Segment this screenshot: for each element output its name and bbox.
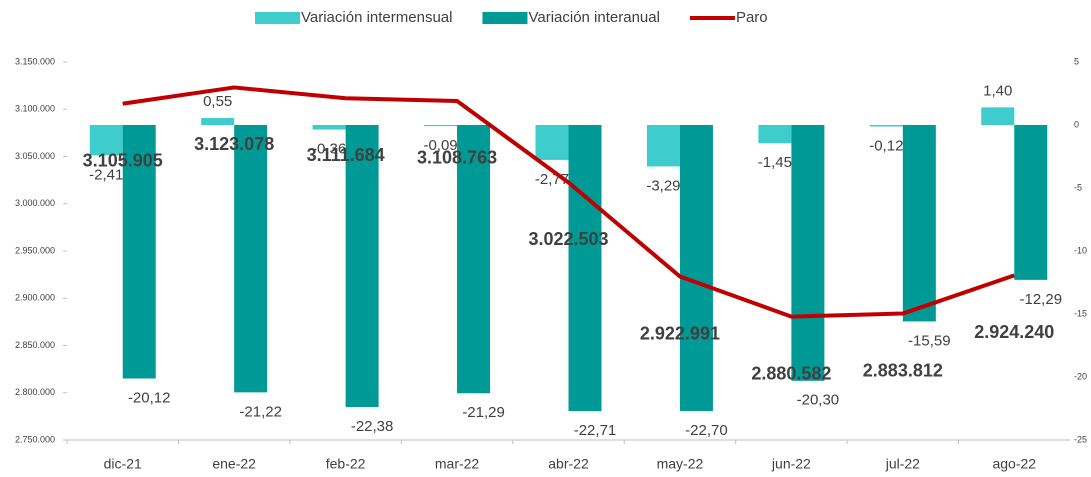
- data-label: -2,41: [89, 166, 123, 183]
- data-label: -22,38: [351, 418, 394, 435]
- y-tick-label: 2.850.000: [15, 340, 55, 350]
- bar: [1014, 125, 1048, 280]
- data-label: -0,36: [312, 141, 346, 158]
- bar: [902, 125, 936, 322]
- data-label: 2.880.582: [751, 363, 831, 383]
- data-label: 0,55: [203, 93, 232, 110]
- y-tick-label: 3.100.000: [15, 104, 55, 114]
- legend-label: Paro: [736, 9, 768, 26]
- y-tick-label: 2.950.000: [15, 245, 55, 255]
- bar: [535, 125, 569, 160]
- data-label: 3.022.503: [528, 229, 608, 249]
- x-tick-label: may-22: [657, 456, 704, 472]
- data-label: -22,70: [685, 422, 728, 439]
- data-label: -0,09: [423, 137, 457, 154]
- legend-swatch: [255, 12, 300, 24]
- bar: [758, 125, 792, 144]
- y2-tick-label: -20: [1074, 371, 1087, 381]
- y2-tick-label: -10: [1074, 245, 1087, 255]
- y-tick-label: 3.000.000: [15, 198, 55, 208]
- legend-swatch: [482, 12, 528, 24]
- data-label: 2.922.991: [640, 323, 720, 343]
- data-label: 3.105.905: [83, 150, 163, 170]
- bar: [981, 107, 1015, 125]
- data-label: 3.108.763: [417, 148, 497, 168]
- x-tick-label: feb-22: [326, 456, 366, 472]
- bar: [201, 118, 235, 125]
- data-label: 1,40: [983, 82, 1012, 99]
- bar: [312, 125, 346, 130]
- data-label: 3.111.684: [307, 145, 385, 165]
- x-tick-label: mar-22: [435, 456, 480, 472]
- data-label: -0,12: [869, 137, 903, 154]
- y-tick-label: 3.050.000: [15, 151, 55, 161]
- data-label: 3.123.078: [194, 134, 274, 154]
- x-tick-label: ago-22: [992, 456, 1036, 472]
- y-tick-label: 3.150.000: [15, 56, 55, 66]
- line: [122, 85, 1015, 319]
- bar: [791, 125, 825, 381]
- y-tick-label: 2.800.000: [15, 387, 55, 397]
- data-label: -20,30: [797, 392, 840, 409]
- y2-tick-label: 0: [1074, 119, 1079, 129]
- y2-tick-label: -5: [1074, 182, 1082, 192]
- y-tick-label: 2.900.000: [15, 293, 55, 303]
- data-label: -15,59: [908, 332, 951, 349]
- data-label: -22,71: [574, 422, 617, 439]
- bar: [345, 125, 379, 407]
- bar: [646, 125, 680, 167]
- data-label: 2.883.812: [863, 360, 943, 380]
- data-label: -21,22: [239, 403, 282, 420]
- bar: [89, 125, 123, 156]
- x-tick-label: jun-22: [771, 456, 811, 472]
- legend-label: Variación interanual: [528, 9, 659, 26]
- bar: [424, 125, 458, 127]
- data-label: -3,29: [646, 177, 680, 194]
- bar: [869, 125, 903, 127]
- y2-tick-label: -25: [1074, 434, 1087, 444]
- bar: [122, 125, 156, 379]
- data-label: -12,29: [1020, 291, 1063, 308]
- bar: [568, 125, 602, 412]
- legend-label: Variación intermensual: [301, 9, 452, 26]
- data-label: -21,29: [462, 404, 505, 421]
- y2-tick-label: 5: [1074, 56, 1079, 66]
- x-tick-label: abr-22: [548, 456, 589, 472]
- y2-tick-label: -15: [1074, 308, 1087, 318]
- x-tick-label: ene-22: [212, 456, 256, 472]
- bar: [457, 125, 491, 394]
- bar: [234, 125, 268, 393]
- y-tick-label: 2.750.000: [15, 434, 55, 444]
- data-label: -20,12: [128, 389, 171, 406]
- bar: [679, 125, 713, 412]
- data-label: -1,45: [758, 154, 792, 171]
- data-label: 2.924.240: [974, 322, 1054, 342]
- x-tick-label: jul-22: [885, 456, 920, 472]
- x-tick-label: dic-21: [104, 456, 142, 472]
